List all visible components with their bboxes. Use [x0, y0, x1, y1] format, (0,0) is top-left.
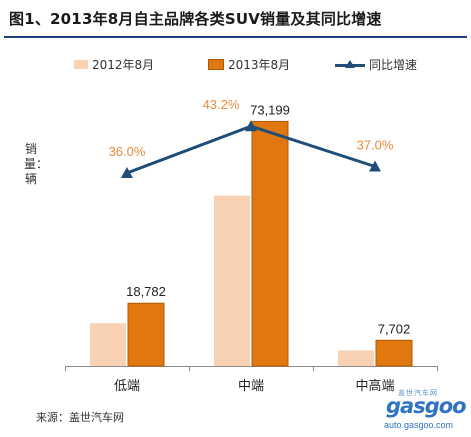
data-label-2013-2: 7,702 — [378, 321, 411, 336]
watermark-logo: 盖世汽车网 gasgoo auto.gasgoo.com — [380, 388, 468, 432]
bar-2012-0 — [90, 323, 126, 366]
legend-label-growth: 同比增速 — [369, 58, 418, 72]
bar-2013-0 — [127, 302, 165, 367]
bar-2013-2 — [375, 339, 413, 367]
legend-item-2012: 2012年8月 — [74, 56, 154, 73]
watermark-url: auto.gasgoo.com — [384, 420, 454, 430]
legend-line-marker-icon — [335, 59, 365, 70]
growth-marker-0 — [121, 167, 133, 178]
growth-marker-1 — [245, 120, 257, 132]
bar-2012-1 — [214, 195, 250, 366]
chart-title: 图1、2013年8月自主品牌各类SUV销量及其同比增速 — [9, 10, 382, 28]
legend-swatch-2013 — [208, 59, 224, 70]
growth-label-1: 43.2% — [203, 97, 240, 112]
bar-2012-2 — [338, 350, 374, 366]
x-tick-label-2: 中高端 — [355, 378, 394, 394]
growth-label-0: 36.0% — [109, 144, 146, 159]
data-label-2013-1: 73,199 — [250, 102, 290, 117]
x-tick-label-1: 中端 — [238, 379, 264, 394]
legend-label-2012: 2012年8月 — [92, 58, 155, 72]
data-label-2013-0: 18,782 — [126, 284, 166, 299]
watermark-logo-text: gasgoo — [386, 394, 467, 418]
legend-swatch-2012 — [74, 60, 88, 69]
growth-marker-2 — [369, 160, 381, 172]
bar-2013-1 — [251, 120, 289, 367]
growth-label-2: 37.0% — [357, 138, 394, 153]
legend-item-growth: 同比增速 — [335, 56, 417, 73]
x-tick-label-0: 低端 — [114, 379, 140, 394]
title-divider — [4, 36, 467, 38]
legend-item-2013: 2013年8月 — [208, 56, 290, 73]
source-note: 来源：盖世汽车网 — [36, 411, 124, 424]
watermark-top-text: 盖世汽车网 — [398, 389, 438, 397]
legend-label-2013: 2013年8月 — [228, 58, 291, 72]
legend: 2012年8月 2013年8月 同比增速 — [0, 56, 471, 74]
growth-line — [126, 124, 376, 175]
